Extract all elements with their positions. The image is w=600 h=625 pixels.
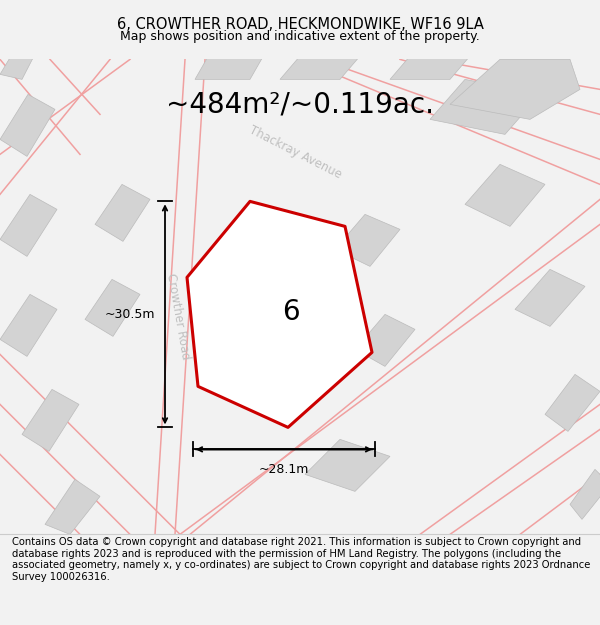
Text: ~28.1m: ~28.1m — [259, 463, 309, 476]
Polygon shape — [0, 94, 55, 156]
Polygon shape — [95, 184, 150, 241]
Polygon shape — [85, 279, 140, 336]
Polygon shape — [390, 44, 480, 79]
Polygon shape — [280, 44, 370, 79]
Polygon shape — [0, 194, 57, 256]
Text: ~30.5m: ~30.5m — [104, 308, 155, 321]
Text: 6: 6 — [283, 298, 300, 326]
Polygon shape — [0, 294, 57, 356]
Polygon shape — [570, 469, 600, 519]
Polygon shape — [515, 269, 585, 326]
Polygon shape — [355, 314, 415, 366]
Polygon shape — [305, 439, 390, 491]
Polygon shape — [430, 79, 540, 134]
Polygon shape — [0, 44, 40, 79]
Polygon shape — [335, 214, 400, 266]
Text: Crowther Road: Crowther Road — [164, 272, 192, 361]
Polygon shape — [195, 44, 270, 79]
Text: Map shows position and indicative extent of the property.: Map shows position and indicative extent… — [120, 30, 480, 42]
Polygon shape — [22, 389, 79, 451]
Polygon shape — [45, 479, 100, 534]
Polygon shape — [545, 374, 600, 431]
Polygon shape — [465, 164, 545, 226]
Text: ~484m²/~0.119ac.: ~484m²/~0.119ac. — [166, 91, 434, 118]
Polygon shape — [187, 201, 372, 428]
Text: 6, CROWTHER ROAD, HECKMONDWIKE, WF16 9LA: 6, CROWTHER ROAD, HECKMONDWIKE, WF16 9LA — [116, 17, 484, 32]
Text: Contains OS data © Crown copyright and database right 2021. This information is : Contains OS data © Crown copyright and d… — [12, 537, 590, 582]
Polygon shape — [450, 59, 580, 119]
Text: Thackray Avenue: Thackray Avenue — [247, 123, 343, 181]
